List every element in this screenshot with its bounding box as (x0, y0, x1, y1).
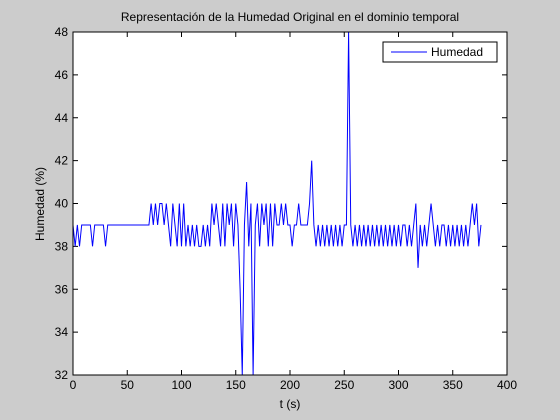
x-tick-label: 150 (226, 378, 246, 392)
x-tick-label: 400 (497, 378, 517, 392)
y-tick-label: 40 (55, 197, 69, 211)
y-tick-label: 48 (55, 25, 69, 39)
x-tick-label: 0 (70, 378, 77, 392)
x-tick-label: 250 (334, 378, 354, 392)
x-axis-label: t (s) (280, 397, 301, 411)
legend-box (382, 41, 498, 63)
x-tick-label: 100 (171, 378, 191, 392)
x-tick-label: 50 (121, 378, 135, 392)
y-tick-label: 32 (55, 368, 69, 382)
y-tick-label: 46 (55, 68, 69, 82)
x-tick-label: 350 (443, 378, 463, 392)
y-tick-label: 44 (55, 111, 69, 125)
legend: Humedad (382, 41, 498, 63)
x-tick-label: 200 (280, 378, 300, 392)
data-line (73, 32, 482, 375)
y-axis-label: Humedad (%) (33, 167, 47, 241)
chart-title: Representación de la Humedad Original en… (121, 10, 459, 24)
y-tick-label: 34 (55, 325, 69, 339)
plot-area (73, 32, 507, 375)
y-tick-label: 42 (55, 154, 69, 168)
axes-box (72, 31, 508, 376)
y-tick-label: 38 (55, 239, 69, 253)
x-tick-label: 300 (388, 378, 408, 392)
y-tick-label: 36 (55, 282, 69, 296)
legend-label: Humedad (431, 45, 483, 59)
